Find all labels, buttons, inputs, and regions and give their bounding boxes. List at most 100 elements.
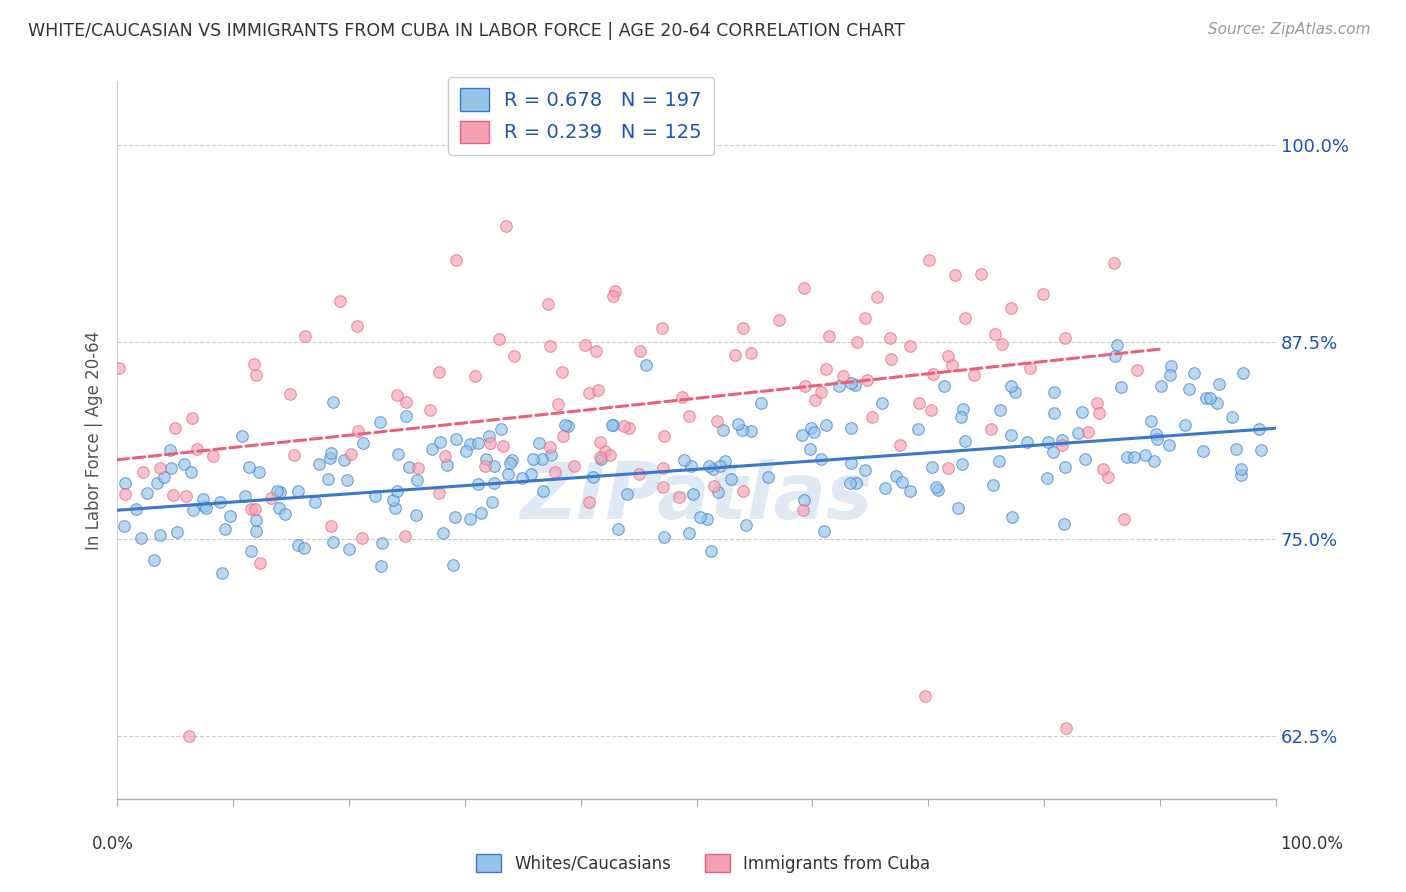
Point xyxy=(478,436,501,450)
Point xyxy=(860,410,883,425)
Point xyxy=(162,488,184,502)
Point xyxy=(553,428,575,442)
Point xyxy=(1000,427,1022,442)
Point xyxy=(371,535,394,549)
Point xyxy=(160,461,183,475)
Point xyxy=(321,446,343,460)
Point xyxy=(322,535,344,549)
Point xyxy=(482,459,505,474)
Point xyxy=(1144,427,1167,442)
Point xyxy=(1015,435,1038,450)
Point xyxy=(793,378,815,392)
Point xyxy=(603,285,626,299)
Point xyxy=(406,473,429,487)
Point xyxy=(735,517,758,532)
Point xyxy=(945,268,967,282)
Point xyxy=(922,367,945,381)
Point xyxy=(1054,460,1077,475)
Point xyxy=(671,390,693,404)
Point xyxy=(249,556,271,570)
Point xyxy=(214,523,236,537)
Point xyxy=(287,483,309,498)
Point xyxy=(953,310,976,325)
Point xyxy=(1143,453,1166,467)
Point xyxy=(530,452,553,467)
Point xyxy=(394,395,416,409)
Point xyxy=(1031,287,1053,301)
Point xyxy=(329,293,352,308)
Point xyxy=(602,289,624,303)
Point xyxy=(153,469,176,483)
Point xyxy=(1042,384,1064,399)
Point xyxy=(1249,422,1271,436)
Point xyxy=(384,500,406,515)
Point xyxy=(884,468,907,483)
Point xyxy=(233,489,256,503)
Point xyxy=(898,483,921,498)
Point xyxy=(278,386,301,401)
Point xyxy=(853,462,876,476)
Point xyxy=(1126,363,1149,377)
Point xyxy=(420,442,443,456)
Point xyxy=(793,492,815,507)
Point xyxy=(793,281,815,295)
Point xyxy=(756,469,779,483)
Point xyxy=(1019,360,1042,375)
Point xyxy=(436,458,458,472)
Point xyxy=(174,489,197,503)
Point xyxy=(652,461,675,475)
Legend: Whites/Caucasians, Immigrants from Cuba: Whites/Caucasians, Immigrants from Cuba xyxy=(470,847,936,880)
Point xyxy=(554,417,576,432)
Point xyxy=(531,483,554,498)
Point xyxy=(845,475,868,490)
Point xyxy=(519,467,541,481)
Point xyxy=(114,487,136,501)
Point xyxy=(179,729,201,743)
Point xyxy=(586,383,609,397)
Point xyxy=(186,442,208,456)
Point xyxy=(1070,404,1092,418)
Point xyxy=(1004,385,1026,400)
Point xyxy=(1112,512,1135,526)
Point xyxy=(166,525,188,540)
Point xyxy=(245,368,267,382)
Point xyxy=(149,528,172,542)
Point xyxy=(832,368,855,383)
Point xyxy=(838,475,860,490)
Point xyxy=(387,447,409,461)
Point xyxy=(238,459,260,474)
Point xyxy=(714,454,737,468)
Point xyxy=(1205,396,1227,410)
Point xyxy=(112,519,135,533)
Point xyxy=(1116,450,1139,464)
Point xyxy=(925,481,948,495)
Point xyxy=(454,444,477,458)
Point xyxy=(211,566,233,581)
Point xyxy=(593,444,616,458)
Point xyxy=(733,320,755,334)
Point xyxy=(856,373,879,387)
Point xyxy=(602,418,624,433)
Point xyxy=(488,332,510,346)
Point xyxy=(492,439,515,453)
Point xyxy=(918,252,941,267)
Point xyxy=(481,495,503,509)
Point xyxy=(1191,443,1213,458)
Point xyxy=(503,349,526,363)
Point xyxy=(1184,366,1206,380)
Point xyxy=(991,336,1014,351)
Point xyxy=(337,542,360,557)
Point xyxy=(839,421,862,435)
Point xyxy=(352,435,374,450)
Point xyxy=(1140,414,1163,428)
Point xyxy=(458,512,481,526)
Point xyxy=(125,502,148,516)
Point xyxy=(231,429,253,443)
Point xyxy=(1109,380,1132,394)
Point xyxy=(489,422,512,436)
Text: 100.0%: 100.0% xyxy=(1279,835,1343,853)
Point xyxy=(470,506,492,520)
Point xyxy=(932,379,955,393)
Point xyxy=(585,343,607,358)
Point xyxy=(1043,406,1066,420)
